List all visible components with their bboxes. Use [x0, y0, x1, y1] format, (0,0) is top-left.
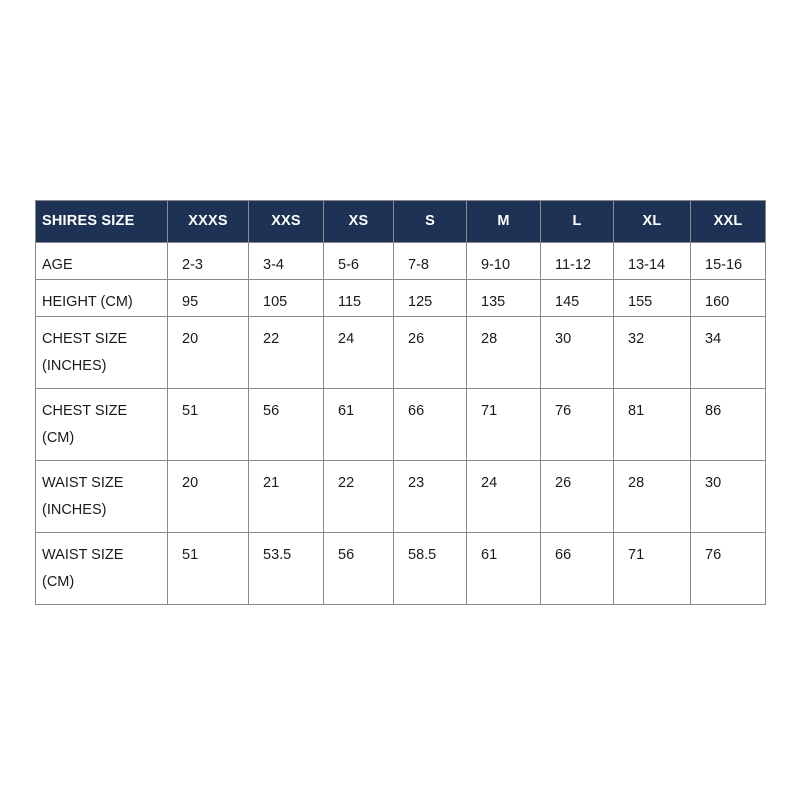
cell-chest-cm-s: 66 — [393, 388, 467, 461]
cell-chest-in-xxl: 34 — [690, 316, 766, 389]
table-row: AGE 2-3 3-4 5-6 7-8 9-10 11-12 13-14 15-… — [35, 242, 766, 280]
cell-waist-in-l: 26 — [540, 460, 614, 533]
cell-chest-cm-xs: 61 — [323, 388, 394, 461]
cell-chest-cm-m: 71 — [466, 388, 541, 461]
cell-height-xxxs: 95 — [167, 279, 249, 317]
column-header-l: L — [540, 200, 614, 243]
cell-chest-in-xxxs: 20 — [167, 316, 249, 389]
cell-age-xxxs: 2-3 — [167, 242, 249, 280]
cell-waist-cm-xxs: 53.5 — [248, 532, 324, 605]
cell-height-l: 145 — [540, 279, 614, 317]
row-label-chest-size-inches: CHEST SIZE (INCHES) — [35, 316, 168, 389]
column-header-shires-size: SHIRES SIZE — [35, 200, 168, 243]
column-header-xxs: XXS — [248, 200, 324, 243]
table-row: CHEST SIZE (INCHES) 20 22 24 26 28 30 32… — [35, 316, 766, 389]
cell-waist-in-xxl: 30 — [690, 460, 766, 533]
cell-height-xs: 115 — [323, 279, 394, 317]
row-label-height-cm: HEIGHT (CM) — [35, 279, 168, 317]
header-row: SHIRES SIZE XXXS XXS XS S M L XL XXL — [35, 200, 766, 243]
size-chart-container: SHIRES SIZE XXXS XXS XS S M L XL XXL AGE… — [35, 200, 766, 605]
cell-waist-cm-xxl: 76 — [690, 532, 766, 605]
cell-age-s: 7-8 — [393, 242, 467, 280]
table-row: HEIGHT (CM) 95 105 115 125 135 145 155 1… — [35, 279, 766, 317]
cell-chest-cm-xxl: 86 — [690, 388, 766, 461]
cell-height-xxs: 105 — [248, 279, 324, 317]
cell-chest-in-l: 30 — [540, 316, 614, 389]
column-header-s: S — [393, 200, 467, 243]
cell-waist-cm-xs: 56 — [323, 532, 394, 605]
size-chart-header: SHIRES SIZE XXXS XXS XS S M L XL XXL — [35, 200, 766, 243]
column-header-xxxs: XXXS — [167, 200, 249, 243]
cell-chest-cm-l: 76 — [540, 388, 614, 461]
column-header-xxl: XXL — [690, 200, 766, 243]
cell-age-m: 9-10 — [466, 242, 541, 280]
cell-height-xxl: 160 — [690, 279, 766, 317]
cell-waist-cm-s: 58.5 — [393, 532, 467, 605]
cell-age-xs: 5-6 — [323, 242, 394, 280]
table-row: WAIST SIZE (INCHES) 20 21 22 23 24 26 28… — [35, 460, 766, 533]
cell-waist-in-s: 23 — [393, 460, 467, 533]
cell-age-xxl: 15-16 — [690, 242, 766, 280]
row-label-waist-size-cm: WAIST SIZE (CM) — [35, 532, 168, 605]
cell-waist-in-xxs: 21 — [248, 460, 324, 533]
size-chart-body: AGE 2-3 3-4 5-6 7-8 9-10 11-12 13-14 15-… — [35, 242, 766, 605]
table-row: CHEST SIZE (CM) 51 56 61 66 71 76 81 86 — [35, 388, 766, 461]
cell-age-l: 11-12 — [540, 242, 614, 280]
size-chart-table: SHIRES SIZE XXXS XXS XS S M L XL XXL AGE… — [35, 200, 766, 605]
cell-height-xl: 155 — [613, 279, 691, 317]
cell-waist-in-xl: 28 — [613, 460, 691, 533]
column-header-m: M — [466, 200, 541, 243]
cell-chest-cm-xxxs: 51 — [167, 388, 249, 461]
cell-waist-in-xxxs: 20 — [167, 460, 249, 533]
cell-chest-in-m: 28 — [466, 316, 541, 389]
cell-height-s: 125 — [393, 279, 467, 317]
cell-chest-in-xs: 24 — [323, 316, 394, 389]
column-header-xl: XL — [613, 200, 691, 243]
cell-age-xxs: 3-4 — [248, 242, 324, 280]
cell-chest-cm-xxs: 56 — [248, 388, 324, 461]
cell-age-xl: 13-14 — [613, 242, 691, 280]
cell-waist-in-xs: 22 — [323, 460, 394, 533]
column-header-xs: XS — [323, 200, 394, 243]
cell-waist-cm-m: 61 — [466, 532, 541, 605]
cell-waist-cm-xxxs: 51 — [167, 532, 249, 605]
cell-waist-in-m: 24 — [466, 460, 541, 533]
cell-chest-in-xl: 32 — [613, 316, 691, 389]
cell-height-m: 135 — [466, 279, 541, 317]
cell-chest-in-s: 26 — [393, 316, 467, 389]
row-label-waist-size-inches: WAIST SIZE (INCHES) — [35, 460, 168, 533]
row-label-age: AGE — [35, 242, 168, 280]
table-row: WAIST SIZE (CM) 51 53.5 56 58.5 61 66 71… — [35, 532, 766, 605]
cell-waist-cm-xl: 71 — [613, 532, 691, 605]
row-label-chest-size-cm: CHEST SIZE (CM) — [35, 388, 168, 461]
cell-chest-cm-xl: 81 — [613, 388, 691, 461]
cell-waist-cm-l: 66 — [540, 532, 614, 605]
cell-chest-in-xxs: 22 — [248, 316, 324, 389]
